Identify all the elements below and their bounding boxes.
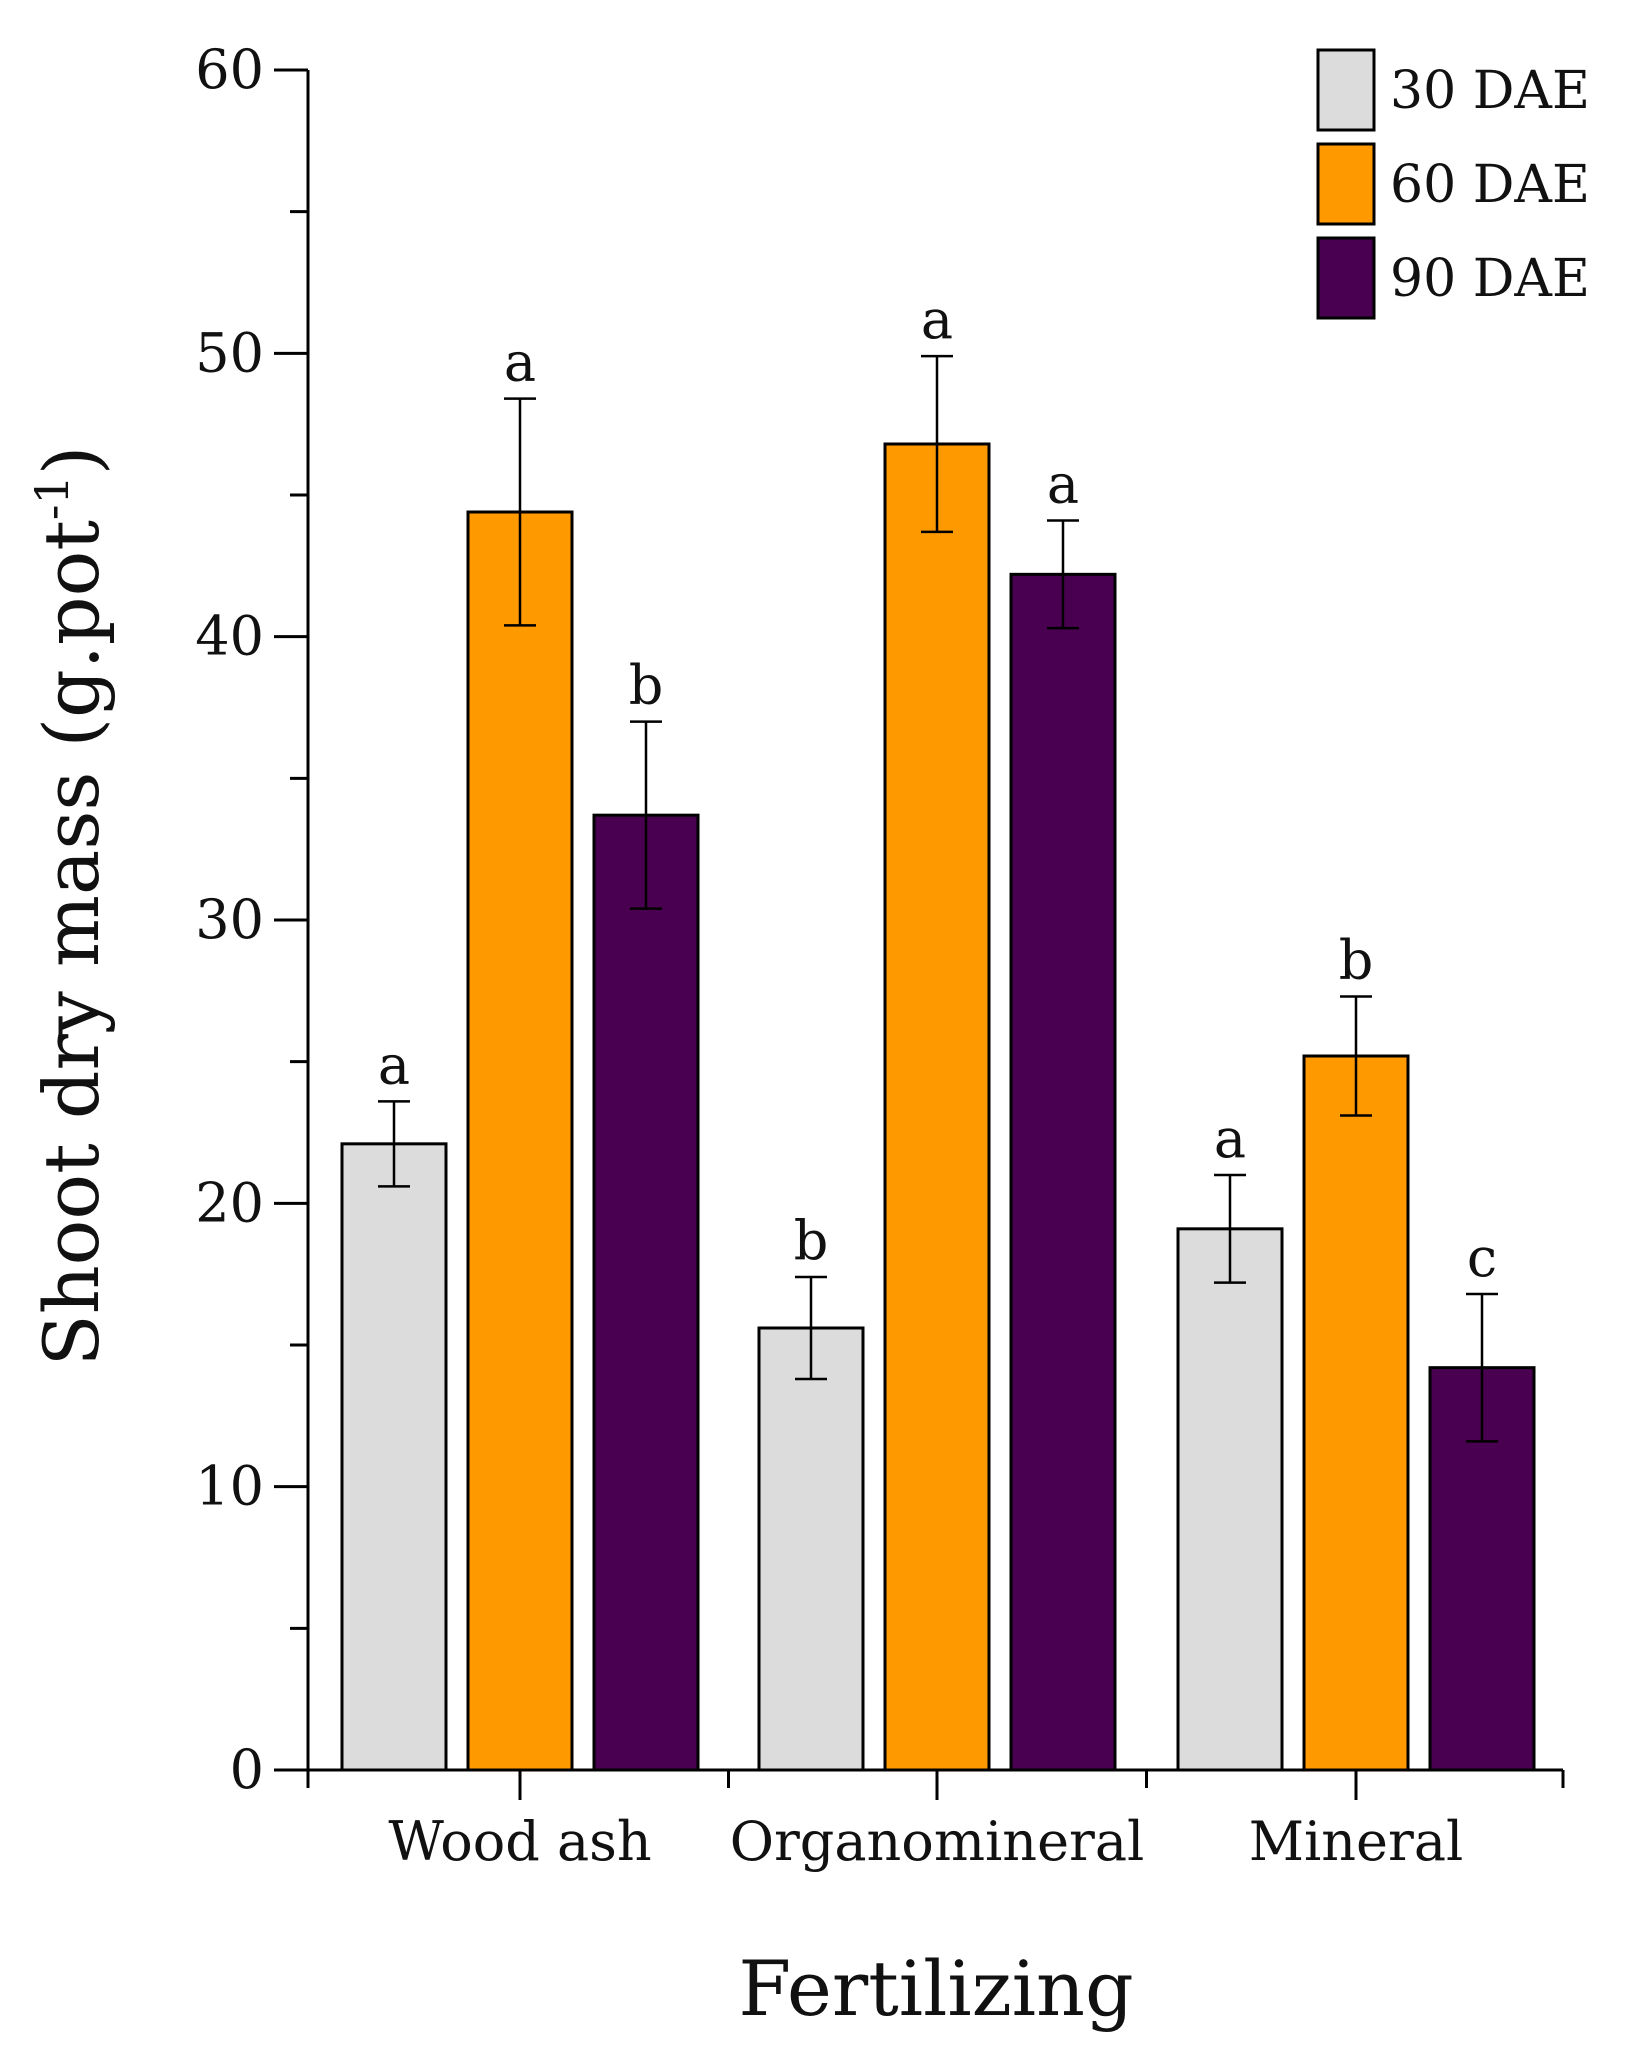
x-category-label: Mineral <box>1249 1810 1464 1873</box>
x-axis-title: Fertilizing <box>738 1944 1133 2033</box>
significance-letter: c <box>1467 1226 1497 1289</box>
legend-label: 30 DAE <box>1390 61 1590 121</box>
bar-60-dae <box>466 510 574 1772</box>
x-category-label: Organomineral <box>730 1810 1145 1873</box>
y-tick-label: 60 <box>195 38 264 101</box>
y-axis-title-main: Shoot dry mass (g.pot <box>27 520 116 1366</box>
legend-label: 90 DAE <box>1390 249 1590 309</box>
y-axis-title-superscript: -1 <box>25 475 79 520</box>
x-axis-ticks: Wood ash Organomineral Mineral <box>306 1770 1565 1873</box>
bar-60-dae <box>1302 1054 1410 1772</box>
significance-letters-layer: a b a a a b b a c <box>378 288 1497 1289</box>
legend-swatch <box>1316 48 1376 132</box>
y-tick-label: 40 <box>195 605 264 668</box>
y-tick-label: 10 <box>195 1455 264 1518</box>
error-bars-layer <box>378 354 1498 1443</box>
legend-swatch <box>1316 236 1376 320</box>
y-tick-label: 20 <box>195 1171 264 1234</box>
significance-letter: a <box>1214 1107 1246 1170</box>
bar-30-dae <box>340 1142 448 1772</box>
y-tick-label: 30 <box>195 888 264 951</box>
significance-letter: b <box>794 1209 829 1272</box>
bar-60-dae <box>883 442 991 1772</box>
significance-letter: b <box>629 654 664 717</box>
significance-letter: a <box>1047 453 1079 516</box>
bar-30-dae <box>757 1326 865 1772</box>
y-tick-label: 50 <box>195 321 264 384</box>
bar-90-dae <box>1009 572 1117 1772</box>
legend-swatch <box>1316 142 1376 226</box>
legend: 30 DAE 60 DAE 90 DAE <box>1316 48 1590 320</box>
bars-layer <box>340 442 1536 1772</box>
x-category-label: Wood ash <box>388 1810 651 1873</box>
y-axis-title: Shoot dry mass (g.pot-1) <box>25 446 116 1367</box>
y-axis-title-close: ) <box>27 446 116 476</box>
y-tick-label: 0 <box>230 1738 264 1801</box>
significance-letter: a <box>378 1033 410 1096</box>
y-axis-ticks: 0 10 20 30 40 50 60 <box>195 38 308 1801</box>
bar-90-dae <box>592 813 700 1772</box>
significance-letter: a <box>504 331 536 394</box>
legend-label: 60 DAE <box>1390 155 1590 215</box>
significance-letter: b <box>1339 929 1374 992</box>
significance-letter: a <box>921 288 953 351</box>
bar-30-dae <box>1176 1227 1284 1772</box>
